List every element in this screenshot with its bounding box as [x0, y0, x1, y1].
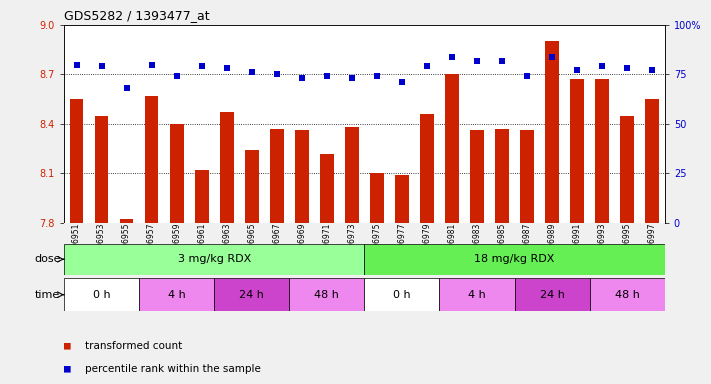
Point: [221, 65, 232, 71]
Text: GSM306965: GSM306965: [247, 223, 256, 269]
Bar: [445, 74, 459, 223]
Text: ■: ■: [64, 364, 77, 374]
Text: 24 h: 24 h: [240, 290, 264, 300]
Bar: [245, 150, 259, 223]
Bar: [545, 41, 559, 223]
Point: [96, 63, 107, 70]
Point: [346, 75, 358, 81]
Text: 48 h: 48 h: [314, 290, 339, 300]
Bar: [64, 244, 365, 275]
Bar: [214, 278, 289, 311]
Text: GSM306971: GSM306971: [322, 223, 331, 269]
Bar: [220, 112, 234, 223]
Bar: [139, 278, 214, 311]
Bar: [520, 131, 534, 223]
Bar: [64, 278, 139, 311]
Text: GSM306991: GSM306991: [572, 223, 582, 269]
Text: 24 h: 24 h: [540, 290, 565, 300]
Text: time: time: [35, 290, 60, 300]
Point: [246, 70, 257, 76]
Point: [171, 73, 182, 79]
Bar: [270, 129, 284, 223]
Bar: [70, 99, 83, 223]
Point: [547, 53, 558, 60]
Bar: [95, 116, 108, 223]
Text: 4 h: 4 h: [468, 290, 486, 300]
Bar: [345, 127, 359, 223]
Bar: [395, 175, 409, 223]
Text: GSM306987: GSM306987: [523, 223, 532, 269]
Text: ■: ■: [64, 341, 77, 351]
Text: GSM306961: GSM306961: [197, 223, 206, 269]
Text: 48 h: 48 h: [615, 290, 640, 300]
Text: GSM306985: GSM306985: [498, 223, 506, 269]
Bar: [470, 131, 484, 223]
Text: GSM306975: GSM306975: [373, 223, 381, 269]
Text: GSM306981: GSM306981: [447, 223, 456, 269]
Text: GSM306951: GSM306951: [72, 223, 81, 269]
Text: GSM306997: GSM306997: [648, 223, 657, 269]
Point: [447, 53, 458, 60]
Point: [521, 73, 533, 79]
Text: GSM306973: GSM306973: [348, 223, 356, 269]
Point: [646, 67, 658, 73]
Bar: [595, 79, 609, 223]
Bar: [495, 129, 509, 223]
Text: GSM306963: GSM306963: [223, 223, 231, 269]
Bar: [289, 278, 365, 311]
Point: [321, 73, 333, 79]
Bar: [365, 278, 439, 311]
Text: 4 h: 4 h: [168, 290, 186, 300]
Bar: [170, 124, 183, 223]
Bar: [646, 99, 659, 223]
Text: percentile rank within the sample: percentile rank within the sample: [85, 364, 261, 374]
Bar: [195, 170, 208, 223]
Bar: [320, 154, 333, 223]
Point: [496, 58, 508, 64]
Bar: [439, 278, 515, 311]
Point: [146, 61, 157, 68]
Text: GSM306953: GSM306953: [97, 223, 106, 269]
Bar: [515, 278, 589, 311]
Point: [621, 65, 633, 71]
Text: 18 mg/kg RDX: 18 mg/kg RDX: [474, 254, 555, 264]
Text: GSM306959: GSM306959: [172, 223, 181, 269]
Bar: [295, 131, 309, 223]
Text: GDS5282 / 1393477_at: GDS5282 / 1393477_at: [64, 9, 210, 22]
Text: transformed count: transformed count: [85, 341, 183, 351]
Text: GSM306957: GSM306957: [147, 223, 156, 269]
Point: [471, 58, 483, 64]
Bar: [119, 219, 134, 223]
Text: 0 h: 0 h: [393, 290, 411, 300]
Bar: [370, 173, 384, 223]
Point: [71, 61, 82, 68]
Point: [371, 73, 383, 79]
Bar: [621, 116, 634, 223]
Text: GSM306995: GSM306995: [623, 223, 632, 269]
Text: dose: dose: [34, 254, 60, 264]
Point: [296, 75, 307, 81]
Bar: [145, 96, 159, 223]
Point: [121, 85, 132, 91]
Bar: [589, 278, 665, 311]
Point: [271, 71, 282, 78]
Text: GSM306993: GSM306993: [598, 223, 606, 269]
Text: GSM306983: GSM306983: [473, 223, 481, 269]
Point: [572, 67, 583, 73]
Bar: [420, 114, 434, 223]
Text: GSM306967: GSM306967: [272, 223, 282, 269]
Point: [597, 63, 608, 70]
Text: GSM306955: GSM306955: [122, 223, 131, 269]
Text: GSM306979: GSM306979: [422, 223, 432, 269]
Bar: [365, 244, 665, 275]
Point: [422, 63, 433, 70]
Bar: [570, 79, 584, 223]
Text: 3 mg/kg RDX: 3 mg/kg RDX: [178, 254, 251, 264]
Text: 0 h: 0 h: [92, 290, 110, 300]
Point: [396, 79, 407, 85]
Text: GSM306989: GSM306989: [547, 223, 557, 269]
Text: GSM306969: GSM306969: [297, 223, 306, 269]
Text: GSM306977: GSM306977: [397, 223, 407, 269]
Point: [196, 63, 208, 70]
